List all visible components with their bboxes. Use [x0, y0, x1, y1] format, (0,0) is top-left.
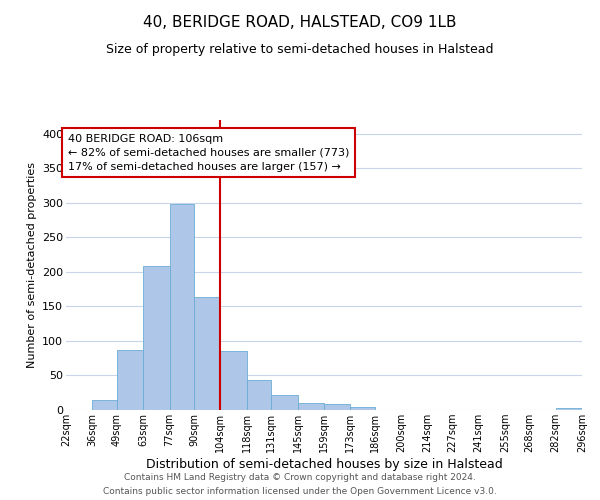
X-axis label: Distribution of semi-detached houses by size in Halstead: Distribution of semi-detached houses by … — [146, 458, 502, 471]
Bar — [556, 408, 582, 410]
Bar — [117, 350, 143, 410]
Y-axis label: Number of semi-detached properties: Number of semi-detached properties — [26, 162, 37, 368]
Bar — [170, 204, 194, 410]
Text: 40 BERIDGE ROAD: 106sqm
← 82% of semi-detached houses are smaller (773)
17% of s: 40 BERIDGE ROAD: 106sqm ← 82% of semi-de… — [68, 134, 349, 172]
Text: Contains HM Land Registry data © Crown copyright and database right 2024.: Contains HM Land Registry data © Crown c… — [124, 472, 476, 482]
Bar — [324, 404, 350, 410]
Bar — [220, 352, 247, 410]
Bar — [143, 266, 170, 410]
Bar — [271, 395, 298, 410]
Text: 40, BERIDGE ROAD, HALSTEAD, CO9 1LB: 40, BERIDGE ROAD, HALSTEAD, CO9 1LB — [143, 15, 457, 30]
Bar — [298, 403, 324, 410]
Bar — [350, 406, 375, 410]
Bar — [194, 298, 220, 410]
Text: Contains public sector information licensed under the Open Government Licence v3: Contains public sector information licen… — [103, 486, 497, 496]
Bar — [92, 400, 117, 410]
Bar — [247, 380, 271, 410]
Text: Size of property relative to semi-detached houses in Halstead: Size of property relative to semi-detach… — [106, 42, 494, 56]
